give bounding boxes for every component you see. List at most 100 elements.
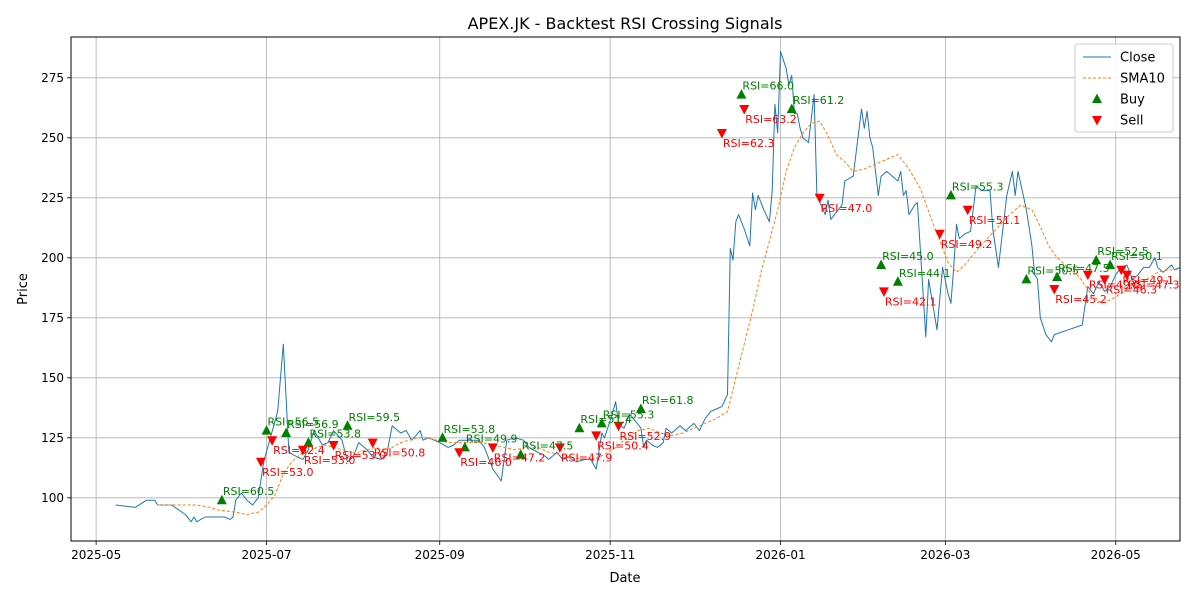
buy-rsi-label: RSI=50.1 [1111,250,1163,263]
sell-rsi-label: RSI=49.1 [1122,274,1174,287]
x-tick-label: 2025-07 [241,548,291,562]
buy-rsi-label: RSI=52.5 [1097,245,1149,258]
sell-rsi-label: RSI=52.4 [273,444,325,457]
sell-marker [328,441,339,451]
buy-rsi-label: RSI=55.3 [952,180,1004,193]
sell-rsi-label: RSI=50.8 [374,447,426,460]
buy-rsi-label: RSI=47.5 [522,440,574,453]
buy-marker [736,89,747,99]
buy-rsi-label: RSI=51.4 [580,413,632,426]
buy-rsi-label: RSI=55.3 [603,408,655,421]
y-axis-label: Price [16,273,31,305]
buy-marker [437,432,448,442]
x-tick-label: 2026-03 [920,548,970,562]
buy-marker [342,420,353,430]
buy-marker [1021,273,1032,284]
buy-rsi-label: RSI=66.0 [742,80,794,93]
legend-label: Close [1120,51,1155,66]
legend-box [1074,43,1174,133]
sell-marker [1121,270,1132,281]
sell-rsi-label: RSI=45.2 [1055,293,1107,306]
sell-marker [716,129,727,139]
buy-marker [1105,259,1116,269]
close-price-line [115,50,1180,523]
sell-rsi-label: RSI=51.1 [969,214,1021,227]
sell-marker [1099,275,1110,285]
buy-rsi-label: RSI=49.9 [466,432,518,445]
sell-rsi-label: RSI=52.9 [620,430,672,443]
sell-rsi-label: RSI=49.0 [1089,279,1141,292]
buy-rsi-label: RSI=56.9 [287,418,339,431]
buy-marker [596,417,607,428]
sell-marker [487,443,498,453]
sell-rsi-label: RSI=47.2 [494,451,546,464]
signal-markers [216,89,1132,505]
y-tick-label: 250 [41,131,64,145]
sell-rsi-label: RSI=47.3 [1128,279,1180,292]
buy-rsi-label: RSI=60.5 [223,485,275,498]
legend-buy-swatch [1092,93,1102,103]
sell-marker [454,448,465,458]
sma10-line [157,120,1180,516]
sell-rsi-label: RSI=46.0 [460,456,512,469]
buy-rsi-label: RSI=59.5 [349,411,401,424]
buy-marker [574,422,585,433]
y-tick-label: 150 [41,371,64,385]
buy-rsi-label: RSI=53.8 [309,428,361,441]
y-tick-label: 275 [41,71,64,85]
y-tick-label: 225 [41,191,64,205]
signal-labels: RSI=60.5RSI=56.5RSI=56.9RSI=53.8RSI=59.5… [223,80,1180,499]
buy-rsi-label: RSI=61.2 [793,94,845,107]
sell-rsi-label: RSI=42.1 [885,295,937,308]
buy-marker [303,437,314,447]
sell-marker [267,436,278,446]
sell-rsi-label: RSI=49.2 [941,238,993,251]
legend-label: Buy [1120,93,1145,108]
sell-rsi-label: RSI=53.0 [304,454,356,467]
sell-marker [1116,265,1127,276]
legend: Close SMA10 Buy Sell [1074,43,1174,133]
chart-title: APEX.JK - Backtest RSI Crossing Signals [468,14,783,33]
sell-rsi-label: RSI=53.0 [335,449,387,462]
buy-rsi-label: RSI=50.5 [1027,264,1079,277]
sell-rsi-label: RSI=46.3 [1106,283,1158,296]
plot-frame [70,36,1181,542]
sell-marker [962,205,973,216]
x-axis-label: Date [609,571,640,586]
y-tick-label: 125 [41,431,64,445]
x-tick-label: 2026-05 [1091,548,1141,562]
legend-sell-swatch [1092,116,1102,126]
buy-rsi-label: RSI=53.8 [444,423,496,436]
sell-marker [255,457,266,468]
sell-marker [613,421,624,432]
legend-label: SMA10 [1120,72,1165,87]
legend-label: Sell [1120,114,1143,129]
buy-rsi-label: RSI=61.8 [642,394,694,407]
buy-marker [281,427,292,437]
buy-rsi-label: RSI=44.1 [899,267,951,280]
sell-rsi-label: RSI=62.3 [723,137,775,150]
y-axis: 100 125 150 175 200 225 250 275 [41,71,71,505]
x-tick-label: 2025-09 [415,548,465,562]
series-lines [115,50,1180,523]
sell-marker [934,229,945,240]
buy-marker [786,103,797,113]
sell-marker [878,287,889,297]
buy-marker [892,276,903,286]
sell-marker [297,445,308,456]
x-tick-label: 2026-01 [755,548,805,562]
y-tick-label: 175 [41,311,64,325]
sell-rsi-label: RSI=63.2 [745,113,797,126]
sell-marker [591,431,602,441]
buy-marker [1052,271,1063,281]
buy-marker [1091,254,1102,265]
sell-rsi-label: RSI=50.4 [597,439,649,452]
sell-marker [739,105,750,115]
sell-marker [554,443,565,453]
buy-marker [261,425,272,435]
sell-marker [367,438,378,449]
x-tick-label: 2025-11 [585,548,635,562]
buy-marker [876,259,887,269]
